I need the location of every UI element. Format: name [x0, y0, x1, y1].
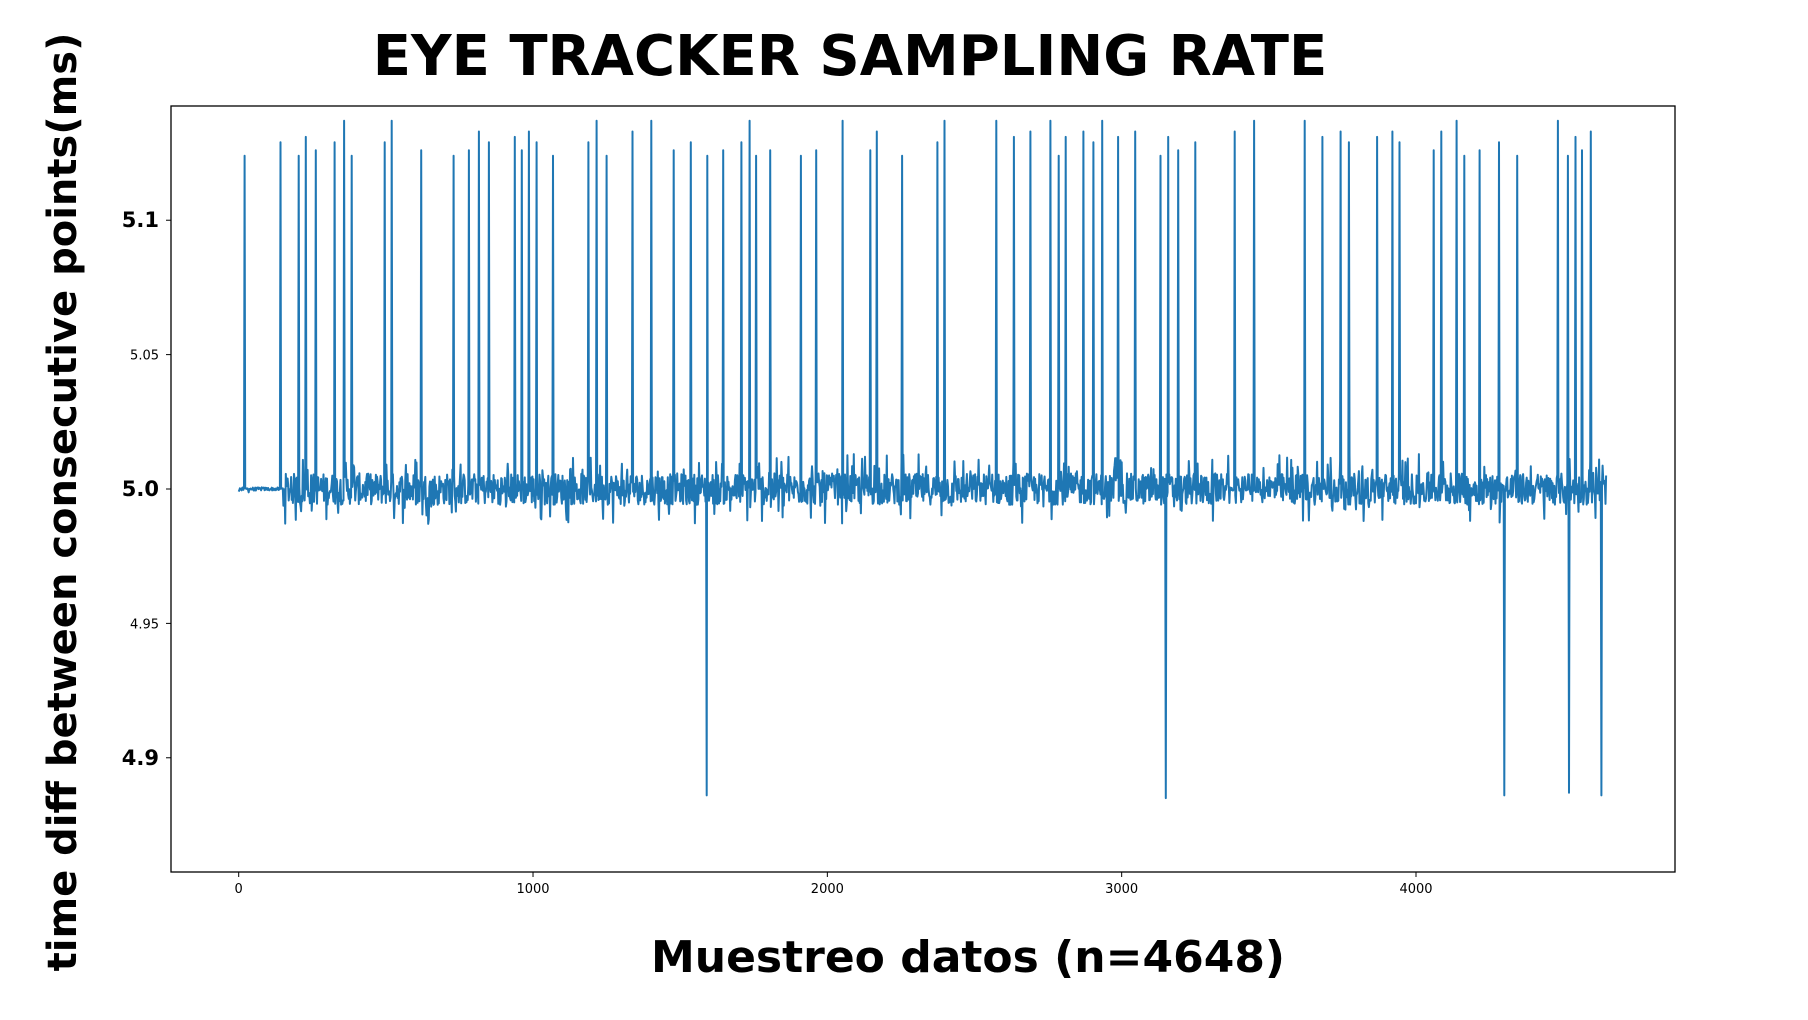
x-axis-label: Muestreo datos (n=4648) — [651, 932, 1285, 983]
x-axis: 0 1000 2000 3000 4000 — [235, 872, 1433, 897]
chart-title: EYE TRACKER SAMPLING RATE — [373, 24, 1327, 89]
y-tick-label: 5.1 — [122, 208, 159, 232]
series-line — [237, 119, 1608, 800]
x-tick-label: 4000 — [1399, 882, 1432, 897]
y-axis-label: time diff between consecutive points(ms) — [40, 33, 86, 972]
y-tick-label: 5.05 — [130, 349, 159, 364]
y-axis: 4.9 4.95 5.0 5.05 5.1 — [122, 208, 171, 770]
y-tick-label: 4.95 — [130, 617, 159, 632]
x-tick-label: 2000 — [811, 882, 844, 897]
y-tick-label: 5.0 — [122, 477, 159, 501]
x-tick-label: 3000 — [1105, 882, 1138, 897]
plot-area — [170, 105, 1676, 873]
y-tick-label: 4.9 — [122, 746, 159, 770]
x-tick-label: 0 — [235, 882, 243, 897]
x-tick-label: 1000 — [516, 882, 549, 897]
